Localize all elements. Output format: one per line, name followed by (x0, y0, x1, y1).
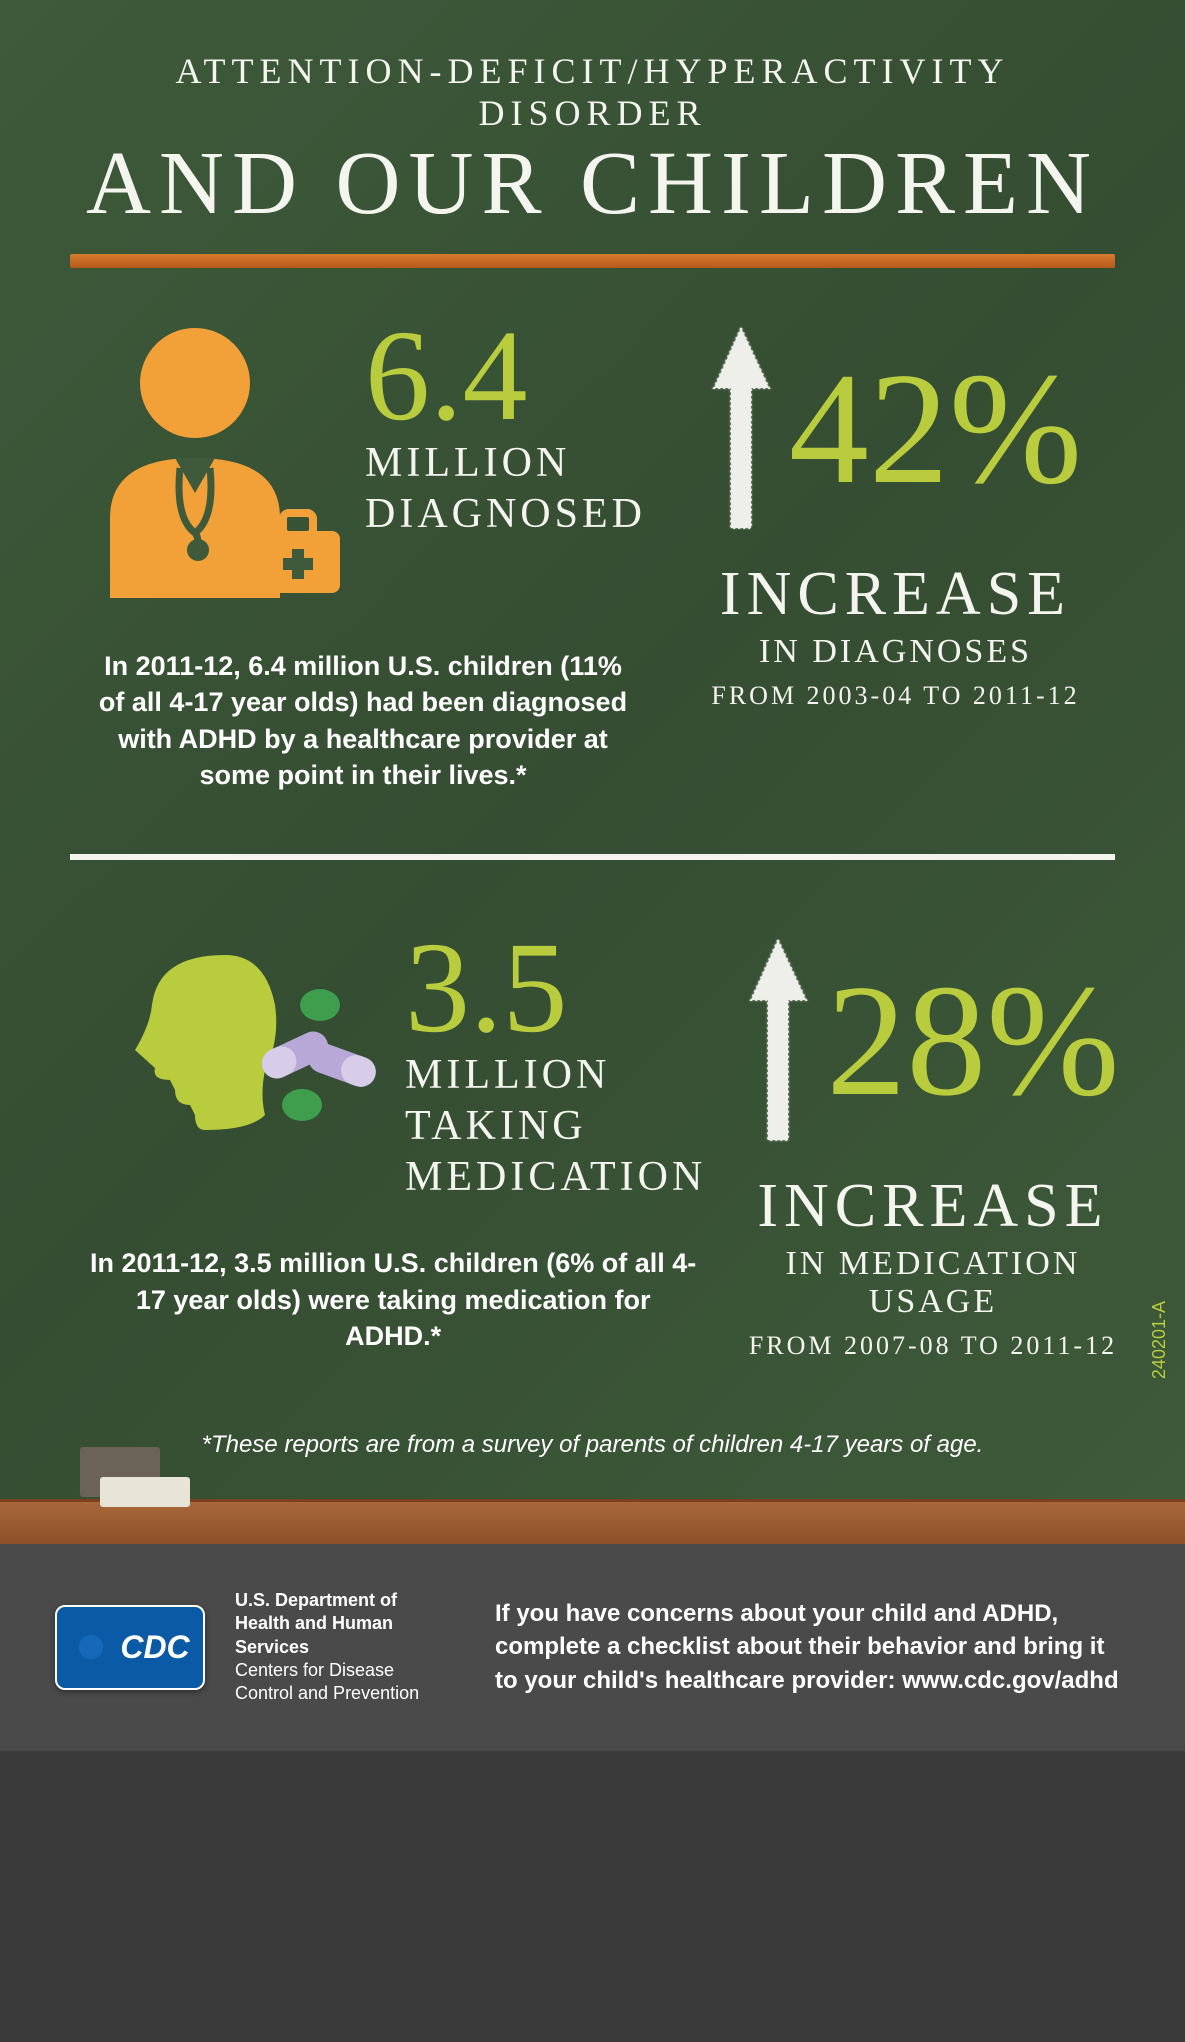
medication-pct-word: INCREASE (746, 1175, 1119, 1237)
footer-message: If you have concerns about your child an… (495, 1597, 1130, 1698)
medication-pct-sub: IN MEDICATION USAGE (746, 1245, 1119, 1321)
medication-left: 3.5 MILLION TAKING MEDICATION In 2011-12… (80, 930, 706, 1355)
poster-title: AND OUR CHILDREN (70, 139, 1115, 229)
diagnosis-number: 6.4 (365, 318, 646, 435)
cdc-logo: CDC (55, 1605, 205, 1690)
diagnosis-right: 42% INCREASE IN DIAGNOSES FROM 2003-04 T… (686, 318, 1105, 711)
child-pills-icon (80, 930, 380, 1165)
survey-footnote: *These reports are from a survey of pare… (70, 1431, 1115, 1459)
chalkboard-panel: ATTENTION-DEFICIT/HYPERACTIVITY DISORDER… (0, 0, 1185, 1499)
up-arrow-icon (746, 930, 811, 1150)
diagnosis-section: 6.4 MILLION DIAGNOSED In 2011-12, 6.4 mi… (70, 318, 1115, 794)
medication-right: 28% INCREASE IN MEDICATION USAGE FROM 20… (746, 930, 1119, 1361)
hhs-emblem-icon (70, 1626, 112, 1668)
medication-body-text: In 2011-12, 3.5 million U.S. children (6… (80, 1245, 706, 1354)
chalk-tray (0, 1499, 1185, 1544)
doctor-icon (80, 318, 340, 603)
dept-line4: Control and Prevention (235, 1682, 465, 1705)
cdc-abbrev: CDC (120, 1629, 189, 1666)
medication-section: 3.5 MILLION TAKING MEDICATION In 2011-12… (70, 930, 1115, 1361)
infographic-poster: ATTENTION-DEFICIT/HYPERACTIVITY DISORDER… (0, 0, 1185, 1751)
diagnosis-pct-sub: IN DIAGNOSES (686, 633, 1105, 671)
diagnosis-pct-range: FROM 2003-04 TO 2011-12 (686, 681, 1105, 711)
diagnosis-unit: MILLION (365, 440, 646, 486)
medication-stat: 3.5 MILLION TAKING MEDICATION (405, 930, 706, 1201)
document-id: 240201-A (1149, 1301, 1170, 1379)
diagnosis-left: 6.4 MILLION DIAGNOSED In 2011-12, 6.4 mi… (80, 318, 646, 794)
diagnosis-pct: 42% (789, 360, 1082, 496)
up-arrow-icon (709, 318, 774, 538)
chalk-icon (100, 1477, 190, 1507)
medication-number: 3.5 (405, 930, 706, 1047)
diagnosis-body-text: In 2011-12, 6.4 million U.S. children (1… (80, 648, 646, 794)
department-text: U.S. Department of Health and Human Serv… (235, 1589, 465, 1706)
diagnosis-label: DIAGNOSED (365, 491, 646, 537)
medication-label1: TAKING (405, 1103, 706, 1149)
medication-unit: MILLION (405, 1052, 706, 1098)
medication-pct-range: FROM 2007-08 TO 2011-12 (746, 1331, 1119, 1361)
title-area: ATTENTION-DEFICIT/HYPERACTIVITY DISORDER… (70, 50, 1115, 229)
diagnosis-stat: 6.4 MILLION DIAGNOSED (365, 318, 646, 537)
dept-line2: Health and Human Services (235, 1612, 465, 1659)
diagnosis-pct-word: INCREASE (686, 563, 1105, 625)
orange-divider (70, 254, 1115, 268)
white-divider (70, 854, 1115, 860)
footer-bar: CDC U.S. Department of Health and Human … (0, 1544, 1185, 1751)
medication-label2: MEDICATION (405, 1154, 706, 1200)
poster-subtitle: ATTENTION-DEFICIT/HYPERACTIVITY DISORDER (70, 50, 1115, 134)
dept-line1: U.S. Department of (235, 1589, 465, 1612)
medication-pct: 28% (826, 972, 1119, 1108)
dept-line3: Centers for Disease (235, 1659, 465, 1682)
